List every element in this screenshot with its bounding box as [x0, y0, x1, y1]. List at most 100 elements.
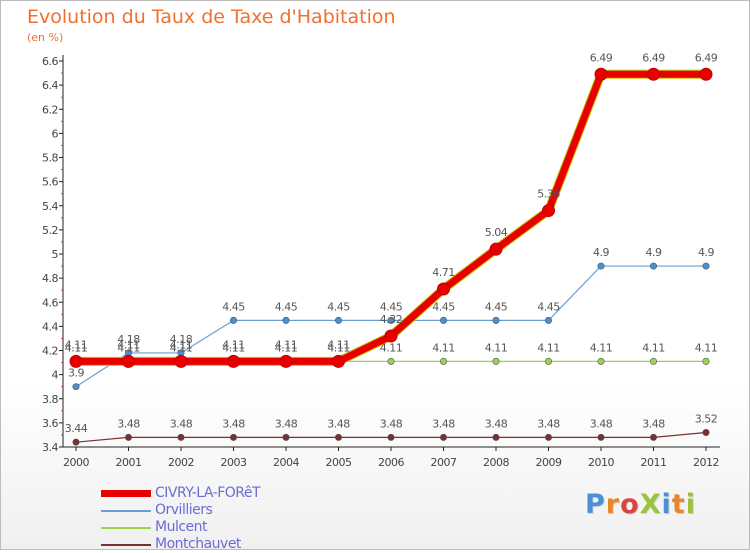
y-tick-label: 3.4 — [42, 441, 58, 454]
data-point — [387, 357, 395, 365]
data-point — [174, 354, 188, 368]
data-label: 3.48 — [485, 417, 508, 430]
data-label: 3.48 — [275, 417, 298, 430]
data-point — [699, 67, 713, 81]
data-label: 4.11 — [222, 338, 245, 351]
data-label: 4.11 — [222, 341, 245, 354]
data-label: 4.11 — [65, 341, 88, 354]
data-point — [702, 357, 710, 365]
y-tick-label: 6.2 — [42, 103, 58, 116]
data-point — [282, 433, 290, 441]
y-tick-label: 6.4 — [42, 79, 58, 92]
y-tick-label: 3.8 — [42, 393, 58, 406]
y-tick-label: 5.8 — [42, 152, 58, 165]
y-tick-label: 4.2 — [42, 345, 58, 358]
data-point — [384, 329, 398, 343]
data-label: 4.9 — [698, 246, 714, 259]
data-point — [647, 67, 660, 81]
data-label: 6.49 — [642, 51, 665, 64]
data-point — [489, 242, 503, 256]
legend-label: Mulcent — [155, 519, 208, 535]
data-point — [492, 357, 500, 365]
y-tick-label: 6.6 — [42, 55, 58, 68]
data-label: 4.11 — [170, 341, 193, 354]
data-label: 4.18 — [117, 333, 140, 346]
data-point — [544, 357, 552, 365]
x-tick-label: 2008 — [483, 456, 509, 469]
data-label: 4.11 — [117, 341, 140, 354]
legend-swatch — [101, 510, 151, 512]
data-label: 4.71 — [432, 266, 455, 279]
data-label: 5.04 — [485, 226, 508, 239]
legend-label: CIVRY-LA-FORêT — [155, 485, 261, 501]
data-point — [332, 354, 345, 368]
data-point — [437, 282, 450, 296]
series-line — [75, 265, 707, 388]
data-point — [282, 316, 290, 324]
data-point — [492, 316, 500, 324]
x-tick-label: 2002 — [168, 456, 194, 469]
data-label: 4.11 — [485, 341, 508, 354]
data-label: 3.48 — [642, 417, 665, 430]
data-label: 3.48 — [590, 417, 613, 430]
data-label: 4.11 — [642, 341, 665, 354]
x-tick-label: 2009 — [536, 456, 562, 469]
data-label: 4.18 — [170, 333, 193, 346]
data-point — [597, 262, 605, 270]
data-point — [125, 433, 133, 441]
x-tick-label: 2000 — [63, 456, 89, 469]
data-point — [69, 354, 83, 368]
data-label: 3.48 — [222, 417, 245, 430]
x-tick-label: 2001 — [116, 456, 142, 469]
data-point — [122, 354, 135, 368]
data-point — [387, 433, 395, 441]
data-point — [439, 357, 447, 365]
data-point — [439, 433, 447, 441]
data-label: 4.45 — [432, 300, 455, 313]
data-label: 3.48 — [432, 417, 455, 430]
data-label: 6.49 — [695, 51, 718, 64]
data-label: 4.9 — [593, 246, 609, 259]
data-label: 4.11 — [327, 338, 350, 351]
data-point — [227, 354, 240, 368]
proxiti-logo: ProXiti — [585, 489, 696, 520]
legend-swatch — [101, 544, 151, 546]
x-tick-label: 2005 — [326, 456, 352, 469]
data-label: 4.11 — [275, 338, 298, 351]
data-label: 4.45 — [537, 300, 560, 313]
data-label: 4.11 — [537, 341, 560, 354]
data-point — [702, 262, 710, 270]
legend-swatch — [101, 490, 151, 497]
x-tick-label: 2006 — [378, 456, 404, 469]
data-point — [702, 429, 710, 437]
data-label: 3.9 — [68, 367, 84, 380]
y-tick-label: 5.6 — [42, 176, 58, 189]
data-label: 4.45 — [222, 300, 245, 313]
legend-label: Orvilliers — [155, 502, 213, 518]
data-label: 4.11 — [275, 341, 298, 354]
data-label: 4.11 — [380, 341, 403, 354]
x-tick-label: 2007 — [431, 456, 457, 469]
data-point — [544, 433, 552, 441]
data-label: 4.11 — [432, 341, 455, 354]
data-point — [387, 316, 395, 324]
data-point — [279, 354, 293, 368]
data-point — [649, 262, 657, 270]
x-tick-label: 2010 — [588, 456, 614, 469]
y-tick-label: 4.6 — [42, 296, 58, 309]
data-label: 4.45 — [275, 300, 298, 313]
data-point — [492, 433, 500, 441]
x-tick-label: 2004 — [273, 456, 299, 469]
data-label: 4.9 — [646, 246, 662, 259]
chart-unit: (en %) — [27, 31, 64, 44]
data-point — [649, 357, 657, 365]
x-tick-label: 2003 — [221, 456, 247, 469]
data-label: 4.45 — [327, 300, 350, 313]
data-label: 4.11 — [117, 338, 140, 351]
data-label: 3.48 — [327, 417, 350, 430]
data-label: 3.48 — [380, 417, 403, 430]
data-label: 6.49 — [590, 51, 613, 64]
data-label: 4.11 — [695, 341, 718, 354]
data-label: 4.45 — [485, 300, 508, 313]
